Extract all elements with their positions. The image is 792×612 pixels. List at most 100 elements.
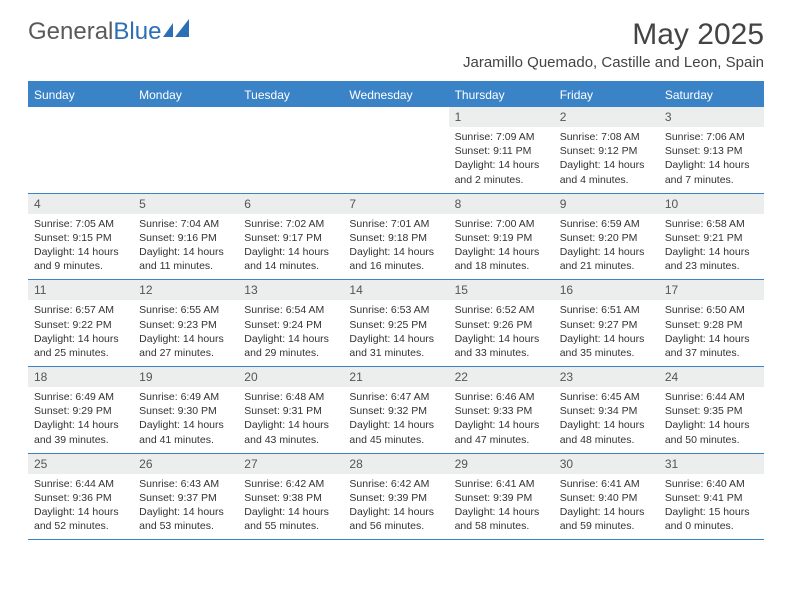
cell-date: 4 xyxy=(28,194,133,214)
calendar-cell: 3Sunrise: 7:06 AMSunset: 9:13 PMDaylight… xyxy=(659,107,764,193)
cell-body: Sunrise: 6:42 AMSunset: 9:38 PMDaylight:… xyxy=(238,474,343,540)
cell-body: Sunrise: 6:49 AMSunset: 9:30 PMDaylight:… xyxy=(133,387,238,453)
calendar-cell: 11Sunrise: 6:57 AMSunset: 9:22 PMDayligh… xyxy=(28,280,133,366)
cell-line: Sunrise: 7:01 AM xyxy=(349,217,442,231)
cell-line: Sunrise: 6:43 AM xyxy=(139,477,232,491)
cell-line: Sunset: 9:32 PM xyxy=(349,404,442,418)
cell-body: Sunrise: 6:48 AMSunset: 9:31 PMDaylight:… xyxy=(238,387,343,453)
cell-body: Sunrise: 6:50 AMSunset: 9:28 PMDaylight:… xyxy=(659,300,764,366)
cell-line: Daylight: 15 hours xyxy=(665,505,758,519)
cell-line: Sunset: 9:19 PM xyxy=(455,231,548,245)
cell-body: Sunrise: 7:06 AMSunset: 9:13 PMDaylight:… xyxy=(659,127,764,193)
cell-body: Sunrise: 6:45 AMSunset: 9:34 PMDaylight:… xyxy=(554,387,659,453)
cell-date xyxy=(343,107,448,127)
cell-line: Daylight: 14 hours xyxy=(34,418,127,432)
cell-line: Sunset: 9:27 PM xyxy=(560,318,653,332)
cell-line: Daylight: 14 hours xyxy=(665,158,758,172)
cell-line: and 39 minutes. xyxy=(34,433,127,447)
cell-line: Daylight: 14 hours xyxy=(34,505,127,519)
cell-date: 30 xyxy=(554,454,659,474)
cell-date: 20 xyxy=(238,367,343,387)
cell-date: 21 xyxy=(343,367,448,387)
calendar-cell: 18Sunrise: 6:49 AMSunset: 9:29 PMDayligh… xyxy=(28,367,133,453)
cell-line: Daylight: 14 hours xyxy=(665,418,758,432)
cell-date: 23 xyxy=(554,367,659,387)
cell-line: and 48 minutes. xyxy=(560,433,653,447)
calendar-cell: 4Sunrise: 7:05 AMSunset: 9:15 PMDaylight… xyxy=(28,194,133,280)
calendar-cell: 30Sunrise: 6:41 AMSunset: 9:40 PMDayligh… xyxy=(554,454,659,540)
cell-body: Sunrise: 7:02 AMSunset: 9:17 PMDaylight:… xyxy=(238,214,343,280)
cell-body xyxy=(28,127,133,136)
cell-line: and 25 minutes. xyxy=(34,346,127,360)
cell-line: Daylight: 14 hours xyxy=(349,332,442,346)
cell-line: Daylight: 14 hours xyxy=(560,245,653,259)
cell-date: 10 xyxy=(659,194,764,214)
calendar-cell: 27Sunrise: 6:42 AMSunset: 9:38 PMDayligh… xyxy=(238,454,343,540)
cell-line: Sunrise: 7:09 AM xyxy=(455,130,548,144)
cell-line: Daylight: 14 hours xyxy=(455,245,548,259)
cell-line: and 0 minutes. xyxy=(665,519,758,533)
cell-line: Sunrise: 6:48 AM xyxy=(244,390,337,404)
cell-date: 5 xyxy=(133,194,238,214)
calendar-cell: 23Sunrise: 6:45 AMSunset: 9:34 PMDayligh… xyxy=(554,367,659,453)
cell-body: Sunrise: 6:57 AMSunset: 9:22 PMDaylight:… xyxy=(28,300,133,366)
calendar-week: 18Sunrise: 6:49 AMSunset: 9:29 PMDayligh… xyxy=(28,367,764,454)
cell-line: Sunrise: 6:51 AM xyxy=(560,303,653,317)
cell-line: Sunset: 9:17 PM xyxy=(244,231,337,245)
cell-line: Daylight: 14 hours xyxy=(349,245,442,259)
cell-line: Daylight: 14 hours xyxy=(244,418,337,432)
cell-line: and 43 minutes. xyxy=(244,433,337,447)
calendar-cell xyxy=(343,107,448,193)
calendar-cell: 22Sunrise: 6:46 AMSunset: 9:33 PMDayligh… xyxy=(449,367,554,453)
cell-line: Sunset: 9:36 PM xyxy=(34,491,127,505)
cell-line: Sunrise: 6:54 AM xyxy=(244,303,337,317)
cell-line: Sunset: 9:12 PM xyxy=(560,144,653,158)
cell-date: 31 xyxy=(659,454,764,474)
cell-line: Daylight: 14 hours xyxy=(349,418,442,432)
cell-line: Sunset: 9:30 PM xyxy=(139,404,232,418)
cell-line: Sunrise: 7:06 AM xyxy=(665,130,758,144)
cell-line: Sunset: 9:24 PM xyxy=(244,318,337,332)
calendar-cell: 1Sunrise: 7:09 AMSunset: 9:11 PMDaylight… xyxy=(449,107,554,193)
cell-body: Sunrise: 6:44 AMSunset: 9:36 PMDaylight:… xyxy=(28,474,133,540)
cell-line: Daylight: 14 hours xyxy=(139,332,232,346)
cell-date: 28 xyxy=(343,454,448,474)
calendar-cell: 16Sunrise: 6:51 AMSunset: 9:27 PMDayligh… xyxy=(554,280,659,366)
cell-date: 18 xyxy=(28,367,133,387)
cell-line: and 7 minutes. xyxy=(665,173,758,187)
cell-line: Sunrise: 6:46 AM xyxy=(455,390,548,404)
cell-line: Sunset: 9:35 PM xyxy=(665,404,758,418)
cell-line: and 33 minutes. xyxy=(455,346,548,360)
cell-line: Daylight: 14 hours xyxy=(560,332,653,346)
calendar-cell: 17Sunrise: 6:50 AMSunset: 9:28 PMDayligh… xyxy=(659,280,764,366)
cell-line: Sunset: 9:11 PM xyxy=(455,144,548,158)
cell-date: 2 xyxy=(554,107,659,127)
cell-line: Sunset: 9:20 PM xyxy=(560,231,653,245)
cell-body: Sunrise: 6:55 AMSunset: 9:23 PMDaylight:… xyxy=(133,300,238,366)
cell-body: Sunrise: 7:05 AMSunset: 9:15 PMDaylight:… xyxy=(28,214,133,280)
cell-line: and 23 minutes. xyxy=(665,259,758,273)
cell-line: Sunrise: 6:42 AM xyxy=(349,477,442,491)
cell-line: Sunset: 9:18 PM xyxy=(349,231,442,245)
cell-line: Daylight: 14 hours xyxy=(34,332,127,346)
cell-line: Sunrise: 6:44 AM xyxy=(34,477,127,491)
cell-line: Sunset: 9:29 PM xyxy=(34,404,127,418)
cell-line: and 55 minutes. xyxy=(244,519,337,533)
cell-body: Sunrise: 7:00 AMSunset: 9:19 PMDaylight:… xyxy=(449,214,554,280)
cell-line: Sunrise: 7:05 AM xyxy=(34,217,127,231)
cell-date: 1 xyxy=(449,107,554,127)
calendar-cell xyxy=(133,107,238,193)
cell-body: Sunrise: 6:40 AMSunset: 9:41 PMDaylight:… xyxy=(659,474,764,540)
logo-icon xyxy=(163,18,191,46)
cell-date: 27 xyxy=(238,454,343,474)
cell-line: Daylight: 14 hours xyxy=(34,245,127,259)
cell-body: Sunrise: 7:04 AMSunset: 9:16 PMDaylight:… xyxy=(133,214,238,280)
cell-line: and 47 minutes. xyxy=(455,433,548,447)
cell-line: and 11 minutes. xyxy=(139,259,232,273)
cell-line: Daylight: 14 hours xyxy=(139,505,232,519)
cell-line: Daylight: 14 hours xyxy=(455,418,548,432)
calendar-cell: 14Sunrise: 6:53 AMSunset: 9:25 PMDayligh… xyxy=(343,280,448,366)
cell-line: and 31 minutes. xyxy=(349,346,442,360)
cell-line: Sunrise: 6:47 AM xyxy=(349,390,442,404)
cell-body: Sunrise: 6:42 AMSunset: 9:39 PMDaylight:… xyxy=(343,474,448,540)
